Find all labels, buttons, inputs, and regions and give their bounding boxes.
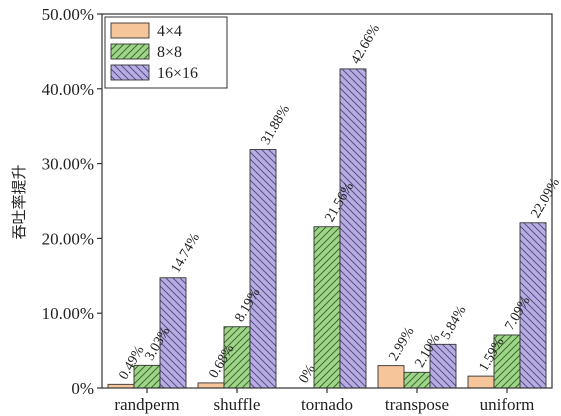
- bar-transpose-4×4: [377, 365, 405, 389]
- bar-tornado-16×16: [339, 68, 367, 389]
- y-axis-label: 吞吐率提升: [10, 164, 28, 239]
- bar-shuffle-4×4: [197, 382, 225, 389]
- x-tick-label: tornado: [301, 395, 353, 414]
- bar-transpose-8×8: [403, 371, 431, 389]
- bar-value-label: 5.84%: [438, 303, 469, 342]
- y-tick-label: 10.00%: [42, 304, 94, 323]
- y-tick-label: 20.00%: [42, 229, 94, 248]
- y-tick-label: 30.00%: [42, 155, 94, 174]
- legend-label: 4×4: [157, 23, 182, 40]
- legend: 4×4 8×8 16×16: [104, 16, 228, 89]
- y-tick-label: 0%: [71, 379, 94, 398]
- bar-shuffle-8×8: [223, 326, 251, 389]
- bar-tornado-8×8: [313, 226, 341, 389]
- y-tick-label: 50.00%: [42, 5, 94, 24]
- x-tick-label: shuffle: [214, 395, 261, 414]
- bars-group: [107, 68, 547, 389]
- legend-swatch: [110, 22, 150, 39]
- bar-value-label: 42.66%: [348, 22, 383, 67]
- legend-swatch: [110, 64, 150, 81]
- bar-randperm-8×8: [133, 364, 161, 389]
- bar-uniform-4×4: [467, 375, 495, 389]
- y-axis-ticks: 0% 10.00% 20.00% 30.00% 40.00% 50.00%: [42, 5, 102, 398]
- plot-frame: [101, 13, 553, 389]
- bar-shuffle-16×16: [249, 149, 277, 389]
- x-axis-ticks: randperm shuffle tornado transpose uniform: [114, 388, 534, 414]
- y-tick-label: 40.00%: [42, 80, 94, 99]
- legend-swatch: [110, 43, 150, 60]
- x-tick-label: uniform: [480, 395, 535, 414]
- bar-value-label: 14.74%: [168, 231, 203, 276]
- bar-value-label: 22.09%: [528, 176, 561, 221]
- legend-label: 8×8: [157, 44, 182, 61]
- legend-label: 16×16: [157, 65, 198, 82]
- bar-transpose-16×16: [429, 343, 457, 389]
- bar-value-label: 2.99%: [386, 325, 417, 364]
- bar-uniform-16×16: [519, 222, 547, 389]
- x-tick-label: transpose: [385, 395, 449, 414]
- bar-randperm-16×16: [159, 277, 187, 389]
- bar-value-label: 31.88%: [258, 102, 293, 147]
- x-tick-label: randperm: [114, 395, 179, 414]
